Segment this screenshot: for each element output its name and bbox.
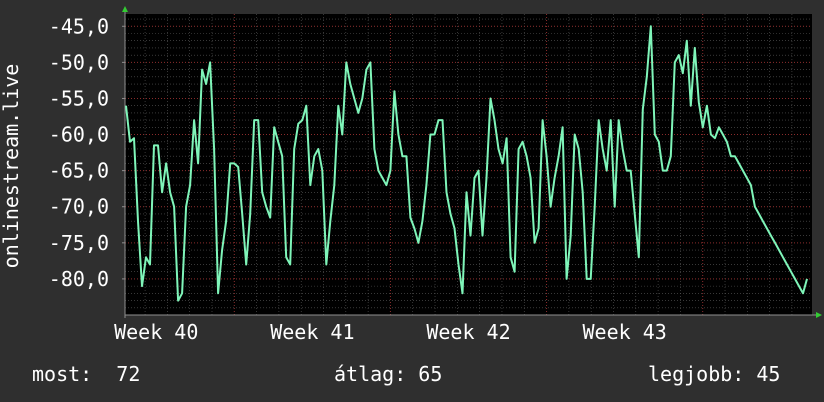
y-tick-label: -80,0 xyxy=(49,267,109,291)
x-tick-label: Week 42 xyxy=(426,320,510,344)
y-tick-label: -50,0 xyxy=(49,50,109,74)
plot-area xyxy=(125,14,812,315)
stat-best: legjobb: 45 xyxy=(648,362,781,386)
axes xyxy=(122,6,822,318)
x-tick-label: Week 43 xyxy=(582,320,666,344)
stat-average: átlag: 65 xyxy=(334,362,443,386)
y-tick-labels: -45,0 -50,0 -55,0 -60,0 -65,0 -70,0 -75,0 -80,0 xyxy=(49,14,125,291)
x-tick-labels: Week 40 Week 41 Week 42 Week 43 xyxy=(114,320,667,344)
series-line xyxy=(125,25,808,302)
y-axis-label: onlinestream.live xyxy=(0,64,23,269)
y-tick-label: -45,0 xyxy=(49,14,109,38)
stat-now: most: 72 xyxy=(32,362,141,386)
y-tick-label: -65,0 xyxy=(49,159,109,183)
grid xyxy=(125,14,812,316)
y-tick-label: -60,0 xyxy=(49,123,109,147)
x-tick-label: Week 41 xyxy=(270,320,354,344)
x-axis-arrow xyxy=(816,312,822,318)
y-axis-arrow xyxy=(122,6,128,12)
y-tick-label: -75,0 xyxy=(49,231,109,255)
y-tick-label: -70,0 xyxy=(49,195,109,219)
x-tick-label: Week 40 xyxy=(114,320,198,344)
stats-bar: most: 72 átlag: 65 legjobb: 45 xyxy=(0,362,824,388)
y-tick-label: -55,0 xyxy=(49,86,109,110)
